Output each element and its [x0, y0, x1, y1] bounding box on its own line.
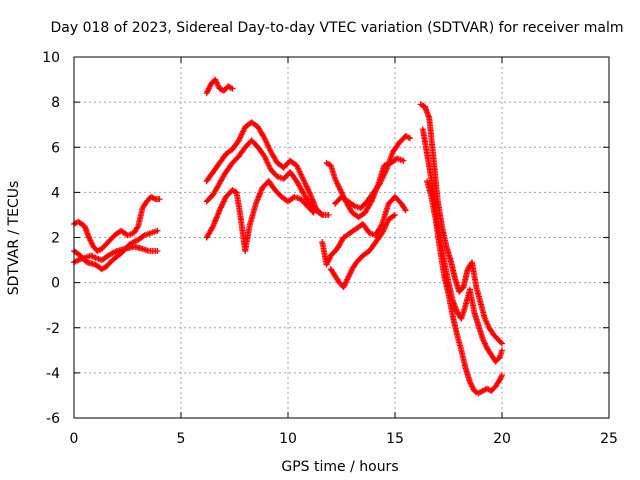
y-tick-label: 2 — [51, 231, 60, 247]
series-markers — [319, 193, 409, 268]
grid-lines — [74, 57, 609, 418]
series-markers — [424, 178, 505, 397]
y-axis-title: SDTVAR / TECUs — [6, 181, 22, 296]
series-markers — [203, 178, 317, 254]
series-trace-g — [203, 178, 317, 254]
series-markers — [332, 133, 413, 212]
y-tick-label: 0 — [51, 276, 60, 292]
series-trace-n — [424, 178, 505, 397]
axis-ticks — [73, 56, 610, 419]
series-trace-i — [323, 155, 407, 221]
x-tick-label: 20 — [493, 431, 511, 447]
series-markers — [203, 76, 236, 97]
y-tick-labels: -6 -4 -2 0 2 4 6 8 10 — [42, 50, 60, 427]
y-tick-label: 4 — [51, 185, 60, 201]
y-tick-label: 6 — [51, 140, 60, 156]
series-trace-c — [71, 193, 163, 254]
series-markers — [327, 211, 398, 291]
series-markers — [203, 137, 326, 218]
y-tick-label: -2 — [46, 321, 60, 337]
series-trace-f — [203, 137, 326, 218]
x-tick-label: 25 — [600, 431, 618, 447]
x-axis-title: GPS time / hours — [281, 459, 398, 475]
series-trace-j — [327, 211, 398, 291]
series-trace-k — [332, 133, 413, 212]
series-trace-d — [203, 76, 236, 97]
x-tick-label: 10 — [279, 431, 297, 447]
chart-title: Day 018 of 2023, Sidereal Day-to-day VTE… — [51, 20, 624, 36]
y-tick-label: 8 — [51, 95, 60, 111]
series-trace-l — [417, 101, 505, 347]
series-trace-e — [203, 119, 332, 218]
y-tick-label: -6 — [46, 411, 60, 427]
series-markers — [417, 101, 505, 347]
series-markers — [203, 119, 332, 218]
y-tick-label: -4 — [46, 366, 60, 382]
series-markers — [71, 193, 163, 254]
x-tick-label: 5 — [177, 431, 186, 447]
series-trace-h — [319, 193, 409, 268]
x-tick-labels: 0 5 10 15 20 25 — [70, 431, 618, 447]
series-markers — [323, 155, 407, 221]
x-tick-label: 15 — [386, 431, 404, 447]
x-tick-label: 0 — [70, 431, 79, 447]
y-tick-label: 10 — [42, 50, 60, 66]
